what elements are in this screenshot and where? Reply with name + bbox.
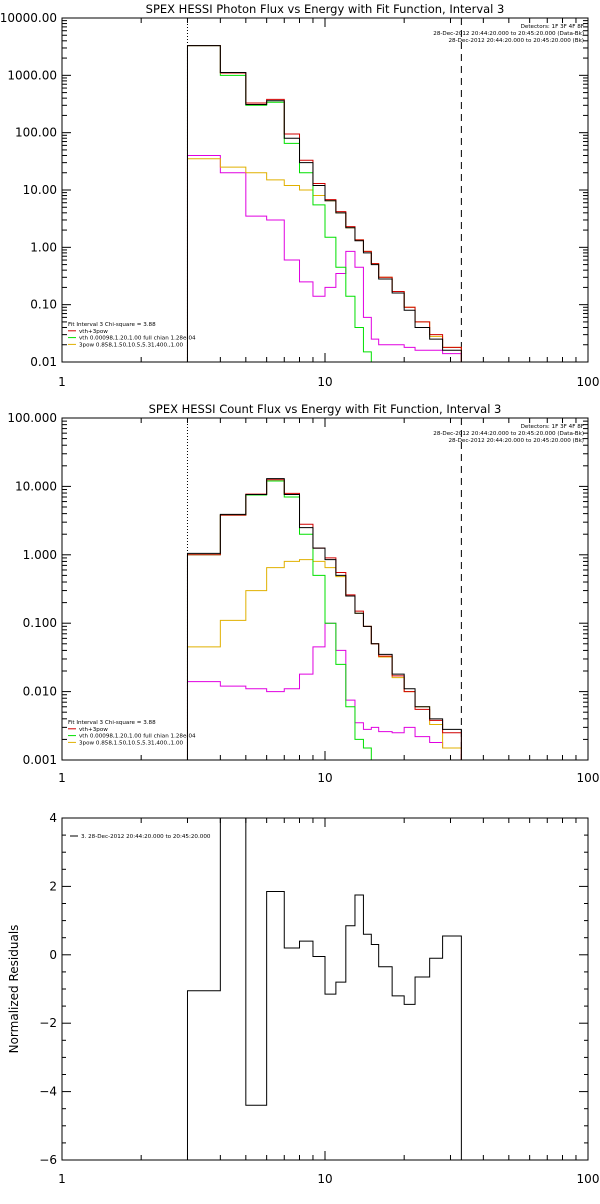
series-data-bk xyxy=(186,45,462,362)
y-tick-label: 4 xyxy=(49,811,57,825)
y-tick-label: 0.010 xyxy=(23,685,57,699)
legend-text: Fit Interval 3 Chi-square = 3.88 xyxy=(68,322,156,328)
series-data-bk xyxy=(186,478,462,760)
legend-text: 3. 28-Dec-2012 20:44:20.000 to 20:45:20.… xyxy=(81,834,211,840)
y-axis-label: Normalized Residuals xyxy=(7,925,21,1054)
x-tick-label: 1 xyxy=(58,1172,66,1186)
x-tick-label: 100 xyxy=(577,1172,600,1186)
x-tick-label: 10 xyxy=(317,1172,332,1186)
chart-title: SPEX HESSI Count Flux vs Energy with Fit… xyxy=(149,402,502,416)
series-vth-3pow xyxy=(186,45,462,362)
y-tick-label: 0 xyxy=(49,948,57,962)
x-tick-label: 1 xyxy=(58,375,66,389)
y-tick-label: 2 xyxy=(49,879,57,893)
chart-title: SPEX HESSI Photon Flux vs Energy with Fi… xyxy=(146,2,505,16)
legend-text: vth+3pow xyxy=(79,329,108,335)
x-tick-label: 1 xyxy=(58,771,66,785)
chart-1: SPEX HESSI Photon Flux vs Energy with Fi… xyxy=(0,2,599,389)
series-bk xyxy=(186,622,462,760)
x-tick-label: 10 xyxy=(317,771,332,785)
y-tick-label: 1.000 xyxy=(23,548,57,562)
x-tick-label: 100 xyxy=(577,771,600,785)
series-residuals xyxy=(186,818,462,1160)
y-tick-label: −6 xyxy=(39,1153,57,1167)
y-tick-label: −2 xyxy=(39,1016,57,1030)
legend-text: 3pow 0.858,1.50,10.5,5.31,400.,1.00 xyxy=(79,342,184,348)
y-tick-label: 100.00 xyxy=(15,126,57,140)
y-tick-label: 0.10 xyxy=(30,298,57,312)
header-line: Detectors: 1F 3F 4F 8F xyxy=(521,424,584,430)
header-line: 28-Dec-2012 20:44:20.000 to 20:45:20.000… xyxy=(448,438,584,444)
legend-text: vth 0.00098,1.20,1.00 full chian 1.28e-0… xyxy=(79,336,196,342)
y-tick-label: 10.000 xyxy=(15,479,57,493)
series-3pow xyxy=(186,158,462,362)
y-tick-label: 0.100 xyxy=(23,616,57,630)
chart-3: 1 10 100 −6 −4 −2 0 2 4 Normalized Residuals 3. 28… xyxy=(7,811,599,1186)
series-3pow xyxy=(186,559,462,760)
header-line: 28-Dec-2012 20:44:20.000 to 20:45:20.000… xyxy=(433,31,584,37)
y-tick-label: 100.000 xyxy=(7,411,57,425)
y-tick-label: 10.00 xyxy=(23,183,57,197)
chart-2: SPEX HESSI Count Flux vs Energy with Fit… xyxy=(7,402,599,785)
legend-text: 3pow 0.858,1.50,10.5,5.31,400.,1.00 xyxy=(79,740,184,746)
y-tick-label: 1.00 xyxy=(30,240,57,254)
legend-text: vth+3pow xyxy=(79,727,108,733)
series-bk xyxy=(186,154,462,362)
y-tick-label: 10000.00 xyxy=(0,11,57,25)
legend-text: vth 0.00098,1.20,1.00 full chian 1.28e-0… xyxy=(79,734,196,740)
header-line: 28-Dec-2012 20:44:20.000 to 20:45:20.000… xyxy=(448,38,584,44)
y-tick-label: 1000.00 xyxy=(7,68,57,82)
y-tick-label: 0.01 xyxy=(30,355,57,369)
series-vth xyxy=(186,45,462,362)
legend-text: Fit Interval 3 Chi-square = 3.88 xyxy=(68,720,156,726)
x-tick-label: 100 xyxy=(577,375,600,389)
y-tick-label: −4 xyxy=(39,1085,57,1099)
y-tick-label: 0.001 xyxy=(23,753,57,767)
x-tick-label: 10 xyxy=(317,375,332,389)
header-line: Detectors: 1F 3F 4F 8F xyxy=(521,24,584,30)
header-line: 28-Dec-2012 20:44:20.000 to 20:45:20.000… xyxy=(433,431,584,437)
